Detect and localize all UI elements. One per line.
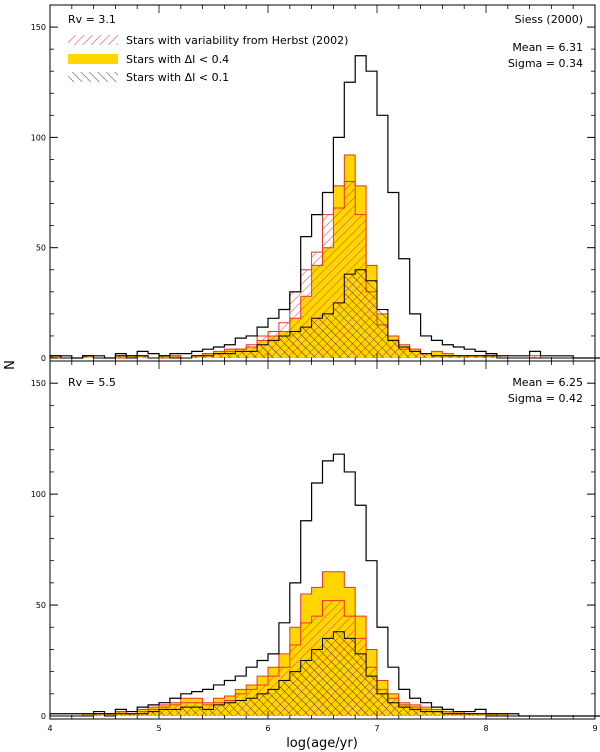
bars-di01-hatch: [50, 631, 600, 717]
top-rv-label: Rv = 3.1: [68, 13, 116, 26]
top-sigma-label: Sigma = 0.34: [508, 57, 583, 70]
top-mean-label: Mean = 6.31: [512, 41, 583, 54]
x-tick-label: 4: [47, 724, 52, 733]
top-panel: 0 50 100 150 Rv = 3.1 Siess (2000) Mean = 6…: [31, 4, 600, 363]
bottom-mean-label: Mean = 6.25: [512, 376, 583, 389]
bars-all-outline: [49, 453, 600, 717]
legend-swatch-variability: [68, 35, 118, 45]
bars-all-outline: [49, 55, 600, 359]
bottom-sigma-label: Sigma = 0.42: [508, 392, 583, 405]
y-tick-label: 150: [31, 23, 46, 32]
x-tick-label: 8: [483, 724, 488, 733]
legend-swatch-di01: [68, 72, 118, 82]
bottom-panel-frame: [49, 360, 596, 720]
legend: Stars with variability from Herbst (2002…: [68, 34, 348, 84]
top-model-label: Siess (2000): [515, 13, 583, 26]
bottom-plot-area: [49, 453, 600, 717]
y-tick-label: 0: [41, 712, 46, 721]
y-tick-label: 100: [31, 133, 46, 142]
y-tick-label: 50: [36, 601, 46, 610]
x-tick-label: 9: [592, 724, 597, 733]
y-tick-label: 50: [36, 244, 46, 253]
legend-swatch-di04: [68, 54, 118, 64]
x-tick-label: 5: [156, 724, 161, 733]
y-tick-label: 150: [31, 379, 46, 388]
bottom-panel: 0 50 100 150 Rv = 5.5 Mean = 6.25 Sigma = 0…: [31, 360, 600, 721]
x-tick-label: 7: [374, 724, 379, 733]
bottom-rv-label: Rv = 5.5: [68, 376, 116, 389]
y-tick-label: 100: [31, 490, 46, 499]
y-tick-label: 0: [41, 354, 46, 363]
x-tick-label: 6: [265, 724, 270, 733]
top-y-axis: 0 50 100 150: [31, 5, 596, 363]
y-axis-label: N: [3, 360, 18, 370]
legend-label-di04: Stars with ΔI < 0.4: [126, 53, 229, 66]
top-plot-area: [49, 55, 600, 359]
legend-label-variability: Stars with variability from Herbst (2002…: [126, 34, 348, 47]
legend-label-di01: Stars with ΔI < 0.1: [126, 71, 229, 84]
bottom-y-axis: 0 50 100 150: [31, 361, 596, 721]
x-axis: 4 5 6 7 8 9: [47, 724, 597, 733]
x-axis-label: log(age/yr): [286, 736, 358, 751]
